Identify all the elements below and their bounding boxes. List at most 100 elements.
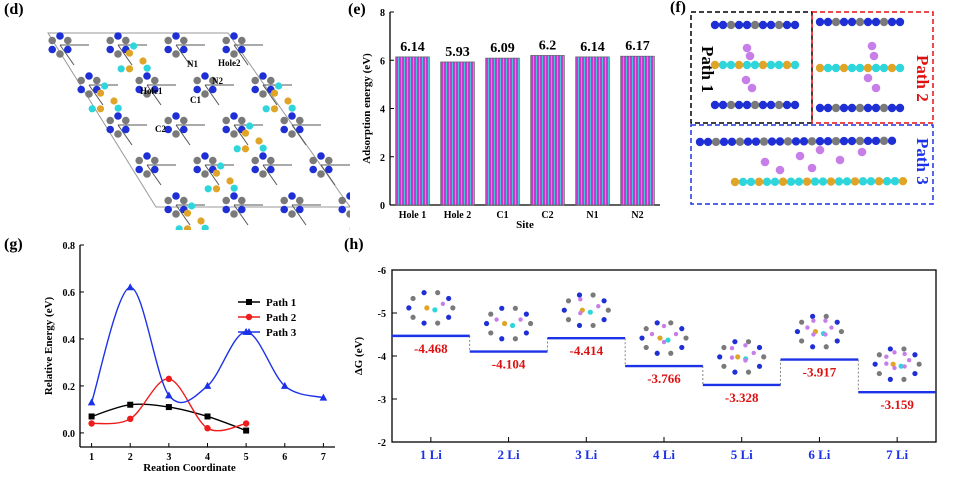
h-molecule-atom — [488, 312, 493, 317]
e-y-tick-label: 0 — [380, 201, 385, 212]
layer-atom — [727, 101, 735, 109]
lithium-atom — [748, 84, 757, 93]
h-molecule-atom — [528, 321, 533, 326]
layer-atom — [859, 177, 867, 185]
h-lithium-atom — [596, 304, 600, 308]
layer-atom — [751, 61, 759, 69]
lattice-atom — [288, 130, 296, 138]
h-molecule-atom — [577, 323, 582, 328]
lattice-atom — [193, 86, 201, 94]
panel-d-label: (d) — [4, 1, 24, 18]
boron-atom — [226, 177, 233, 184]
e-bar — [486, 58, 520, 205]
layer-atom — [816, 64, 824, 72]
lattice-atom — [143, 170, 151, 178]
lattice-atom — [193, 166, 201, 174]
h-lithium-atom — [902, 352, 906, 356]
h-molecule-atom — [566, 317, 571, 322]
lattice-atom — [296, 126, 304, 134]
layer-atom — [816, 137, 824, 145]
h-molecule-atom — [590, 292, 595, 297]
panel-f-label: (f) — [670, 0, 686, 16]
layer-atom — [856, 18, 864, 26]
lattice-atom — [114, 112, 122, 120]
layer-atom — [896, 64, 904, 72]
h-molecule-atom — [835, 320, 840, 325]
h-molecule-atom — [446, 315, 451, 320]
boron-atom — [284, 97, 291, 104]
g-x-tick-label: 2 — [128, 452, 133, 463]
layer-atom — [776, 137, 784, 145]
lattice-atom — [93, 77, 101, 85]
lattice-atom — [209, 86, 217, 94]
lattice-atom — [280, 197, 288, 205]
g-y-tick-label: 0.8 — [63, 241, 76, 252]
layer-atom — [808, 137, 816, 145]
h-lithium-atom — [884, 354, 888, 358]
lattice-atom — [251, 77, 259, 85]
lattice-atom — [238, 37, 246, 45]
h-lithium-atom — [892, 366, 896, 370]
panel-d-svg: (d) N1 Hole2 Hole1 N2 C1 C2 — [0, 0, 350, 230]
h-molecule-atom — [717, 354, 722, 359]
layer-atom — [832, 64, 840, 72]
h-frame — [392, 270, 936, 442]
h-molecule-atom — [524, 330, 529, 335]
boron-atom — [242, 130, 249, 137]
h-molecule-atom — [446, 296, 451, 301]
lattice-atom — [135, 157, 143, 165]
layer-atom — [896, 18, 904, 26]
h-molecule-atom — [912, 352, 917, 357]
boron-atom — [213, 170, 220, 177]
panel-d-structure — [48, 32, 350, 230]
layer-atom — [779, 178, 787, 186]
layer-atom — [783, 101, 791, 109]
layer-atom — [835, 177, 843, 185]
lattice-atom — [135, 166, 143, 174]
g-x-tick-label: 5 — [244, 452, 249, 463]
h-molecule-atom — [757, 345, 762, 350]
h-molecule-atom — [683, 335, 688, 340]
cyan-atom — [115, 105, 122, 112]
layer-atom — [851, 177, 859, 185]
lattice-atom — [267, 77, 275, 85]
path2-label: Path 2 — [913, 55, 932, 102]
h-molecule-atom — [732, 370, 737, 375]
h-lithium-atom — [743, 358, 747, 362]
h-lithium-atom — [743, 343, 747, 347]
lithium-atom — [870, 52, 879, 61]
lattice-atom — [267, 157, 275, 165]
e-x-tick-label: C1 — [496, 210, 508, 221]
g-legend-marker — [246, 299, 252, 305]
lattice-atom — [317, 152, 325, 160]
e-bar-value-label: 6.17 — [625, 39, 650, 54]
boron-atom — [271, 105, 278, 112]
lattice-atom — [172, 32, 180, 40]
layer-atom — [832, 104, 840, 112]
lattice-atom — [122, 117, 130, 125]
layer-atom — [875, 177, 883, 185]
g-marker — [88, 398, 96, 405]
e-bar — [396, 57, 430, 205]
h-molecule-atom — [810, 344, 815, 349]
lithium-atom — [836, 156, 845, 165]
lithium-atom — [796, 152, 805, 161]
h-lithium-atom — [811, 332, 815, 336]
layer-atom — [727, 21, 735, 29]
e-y-axis-label: Adsorption energy (eV) — [361, 53, 373, 164]
h-molecule-atom — [644, 326, 649, 331]
layer-atom — [816, 18, 824, 26]
layer-atom — [811, 177, 819, 185]
boron-atom — [242, 145, 249, 152]
layer-atom — [888, 64, 896, 72]
lithium-atom — [808, 164, 817, 173]
h-value-label: -4.104 — [492, 357, 526, 372]
lattice-atom — [48, 46, 56, 54]
lattice-atom — [164, 46, 172, 54]
lattice-atom — [259, 170, 267, 178]
lattice-atom — [201, 72, 209, 80]
layer-atom — [775, 61, 783, 69]
lattice-atom — [172, 50, 180, 58]
